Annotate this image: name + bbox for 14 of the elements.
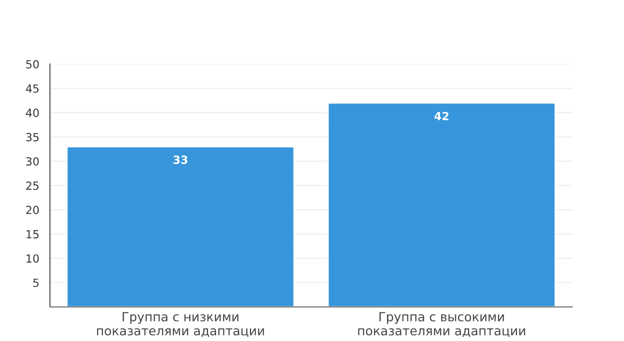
- x-tick-label: Группа с низкими показателями адаптации: [97, 312, 264, 337]
- y-tick-label: 45: [26, 84, 39, 93]
- y-tick-label: 35: [26, 132, 39, 142]
- y-tick-label: 25: [26, 181, 39, 190]
- y-tick-label: 50: [26, 60, 39, 68]
- data-label: 42: [434, 112, 448, 120]
- data-label: 33: [174, 156, 188, 164]
- y-tick-label: 5: [33, 278, 39, 287]
- y-tick-label: 20: [26, 206, 39, 214]
- y-tick-label: 10: [26, 254, 39, 263]
- y-tick-label: 15: [26, 230, 39, 238]
- x-tick-label: Группа с высокими показателями адаптации: [358, 312, 526, 337]
- y-tick-label: 40: [26, 108, 39, 118]
- y-tick-label: 30: [26, 157, 39, 166]
